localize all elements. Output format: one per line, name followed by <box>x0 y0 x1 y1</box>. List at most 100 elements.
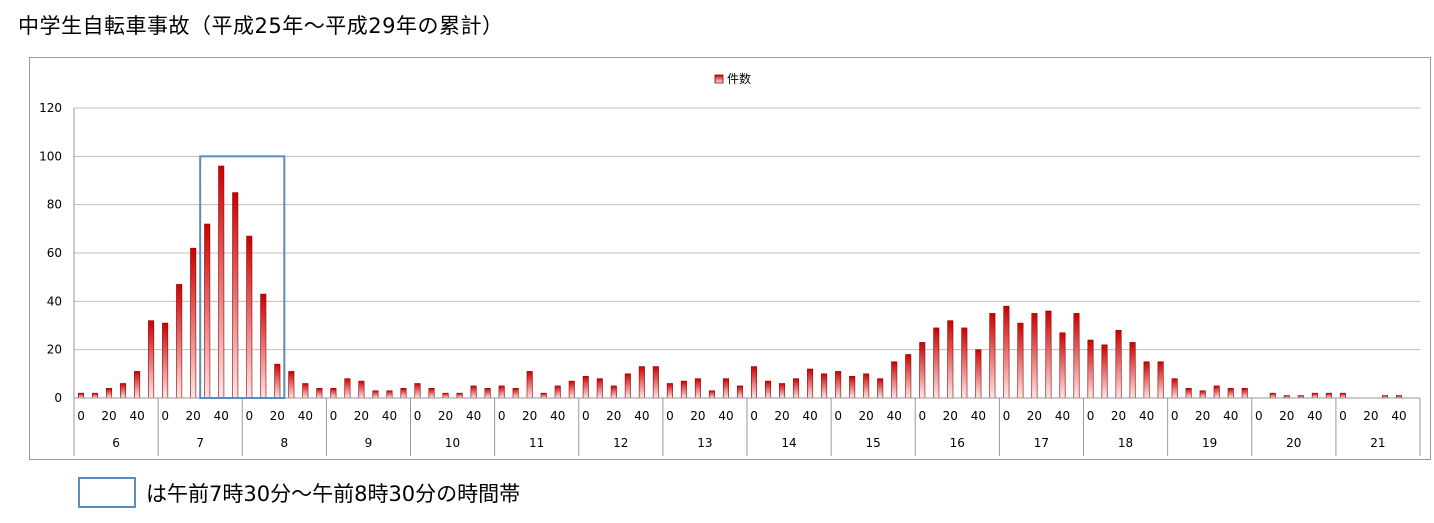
legend-swatch <box>714 74 724 84</box>
bar <box>1059 332 1066 399</box>
x-minute-label: 0 <box>245 409 253 423</box>
bar <box>947 320 954 399</box>
x-minute-label: 20 <box>438 409 453 423</box>
x-minute-label: 20 <box>774 409 789 423</box>
bar <box>288 371 295 399</box>
bar <box>316 388 323 399</box>
bar <box>358 380 365 399</box>
x-minute-label: 20 <box>606 409 621 423</box>
bar <box>414 383 421 399</box>
bar <box>905 354 912 399</box>
bar <box>1171 378 1178 399</box>
x-minute-label: 20 <box>1279 409 1294 423</box>
bar <box>793 378 800 399</box>
bar <box>821 373 828 399</box>
y-tick-label: 0 <box>54 391 62 405</box>
bar <box>891 361 898 399</box>
bar <box>78 392 85 399</box>
x-minute-label: 40 <box>1055 409 1070 423</box>
bar <box>470 385 477 399</box>
x-hour-label: 19 <box>1202 436 1217 450</box>
x-minute-label: 0 <box>750 409 758 423</box>
x-minute-label: 0 <box>666 409 674 423</box>
x-minute-label: 40 <box>466 409 481 423</box>
bar <box>386 390 393 399</box>
x-minute-label: 0 <box>1255 409 1263 423</box>
bar <box>344 378 351 399</box>
x-hour-label: 8 <box>280 436 288 450</box>
bar <box>1325 392 1332 399</box>
x-minute-label: 40 <box>214 409 229 423</box>
x-hour-label: 11 <box>529 436 544 450</box>
highlight-note: は午前7時30分～午前8時30分の時間帯 <box>78 476 520 509</box>
x-minute-label: 20 <box>354 409 369 423</box>
bar <box>765 380 772 399</box>
x-hour-label: 18 <box>1118 436 1133 450</box>
bar <box>975 349 982 399</box>
bar <box>92 392 99 399</box>
x-minute-label: 20 <box>1027 409 1042 423</box>
bar <box>961 327 968 399</box>
bar <box>1129 342 1136 399</box>
bar <box>372 390 379 399</box>
bar <box>148 320 155 399</box>
highlight-legend-box <box>78 477 136 508</box>
x-minute-label: 40 <box>802 409 817 423</box>
bar <box>1157 361 1164 399</box>
x-minute-label: 40 <box>718 409 733 423</box>
bar <box>400 388 407 399</box>
bar <box>877 378 884 399</box>
legend-label: 件数 <box>727 71 751 86</box>
x-minute-label: 20 <box>943 409 958 423</box>
x-minute-label: 40 <box>887 409 902 423</box>
bar <box>1241 388 1248 399</box>
x-hour-label: 16 <box>950 436 965 450</box>
highlight-box <box>199 155 286 399</box>
bar <box>204 223 211 399</box>
bar <box>512 388 519 399</box>
x-minute-label: 0 <box>498 409 506 423</box>
bar <box>162 322 169 399</box>
bar <box>582 375 589 399</box>
x-minute-label: 40 <box>382 409 397 423</box>
bar <box>526 371 533 399</box>
bar <box>1143 361 1150 399</box>
bar <box>1339 392 1346 399</box>
x-minute-label: 40 <box>634 409 649 423</box>
bar <box>624 373 631 399</box>
x-minute-label: 40 <box>550 409 565 423</box>
x-minute-label: 0 <box>414 409 422 423</box>
x-minute-label: 0 <box>918 409 926 423</box>
bar <box>330 388 337 399</box>
bar <box>456 392 463 399</box>
bar <box>1115 330 1122 399</box>
x-minute-label: 20 <box>859 409 874 423</box>
bar <box>596 378 603 399</box>
bar <box>835 371 842 399</box>
bar <box>176 284 183 399</box>
bar <box>666 383 673 399</box>
bar <box>1269 392 1276 399</box>
bar <box>1003 305 1010 399</box>
x-minute-label: 40 <box>971 409 986 423</box>
bar <box>232 192 239 399</box>
x-minute-label: 40 <box>1391 409 1406 423</box>
y-tick-label: 100 <box>39 149 62 163</box>
x-minute-label: 40 <box>129 409 144 423</box>
y-tick-label: 60 <box>47 246 62 260</box>
bar <box>246 235 253 399</box>
x-minute-label: 40 <box>1307 409 1322 423</box>
x-hour-label: 21 <box>1370 436 1385 450</box>
x-minute-label: 20 <box>101 409 116 423</box>
bar <box>652 366 659 399</box>
bar <box>919 342 926 399</box>
x-hour-label: 13 <box>697 436 712 450</box>
x-minute-label: 20 <box>270 409 285 423</box>
bar <box>1017 322 1024 399</box>
bar <box>484 388 491 399</box>
bar <box>1087 339 1094 399</box>
x-minute-label: 20 <box>1111 409 1126 423</box>
bar <box>1073 313 1080 399</box>
y-tick-label: 20 <box>47 343 62 357</box>
bar <box>1101 344 1108 399</box>
